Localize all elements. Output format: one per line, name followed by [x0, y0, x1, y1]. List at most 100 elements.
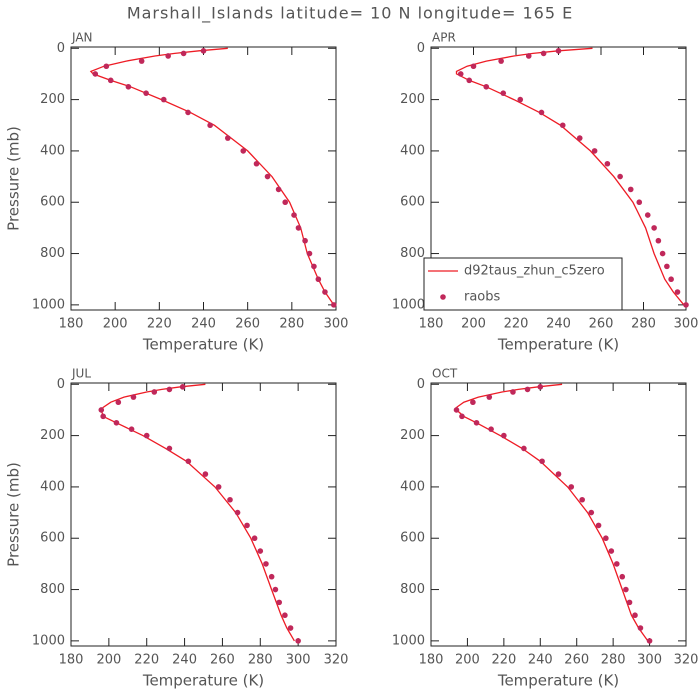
x-tick-label: 320	[674, 653, 699, 668]
x-tick-label: 180	[419, 653, 444, 668]
x-tick-label: 300	[637, 653, 662, 668]
obs-point	[179, 384, 186, 390]
y-tick-label: 1000	[32, 633, 65, 648]
obs-point	[291, 212, 297, 218]
obs-point	[143, 90, 149, 96]
x-tick-label: 260	[589, 317, 614, 332]
obs-point	[617, 173, 623, 180]
obs-point	[244, 522, 250, 529]
y-tick-label: 0	[57, 377, 65, 392]
y-tick-label: 200	[40, 92, 65, 107]
obs-point	[295, 638, 301, 644]
obs-point	[459, 413, 465, 420]
obs-point	[264, 173, 271, 180]
y-tick-label: 1000	[392, 297, 425, 312]
x-tick-label: 260	[564, 653, 589, 668]
obs-point	[185, 109, 191, 116]
x-tick-label: 200	[455, 653, 480, 668]
y-tick-label: 0	[417, 41, 425, 56]
obs-point	[251, 535, 258, 542]
obs-point	[619, 573, 626, 580]
obs-point	[588, 509, 595, 516]
obs-point	[488, 426, 494, 432]
figure-title: Marshall_Islands latitude= 10 N longitud…	[127, 4, 573, 24]
legend-label: d92taus_zhun_c5zero	[464, 264, 605, 279]
obs-point	[268, 573, 275, 580]
obs-point	[282, 612, 288, 619]
obs-point	[453, 407, 460, 413]
obs-point	[227, 496, 233, 503]
y-axis-label: Pressure (mb)	[5, 126, 23, 231]
y-tick-label: 800	[400, 582, 425, 597]
obs-point	[568, 484, 575, 490]
panel: APR 0 200 400 600 800 1000 180 200 220 240 260 280 30…	[392, 31, 699, 354]
obs-point	[282, 199, 289, 206]
obs-point	[125, 83, 132, 90]
obs-point	[257, 548, 264, 554]
obs-point	[322, 289, 328, 295]
obs-point	[295, 225, 302, 231]
obs-point	[115, 399, 122, 406]
panel-label: OCT	[432, 367, 458, 381]
obs-point	[664, 263, 670, 270]
obs-point	[576, 135, 583, 141]
x-tick-label: 280	[248, 653, 273, 668]
obs-point	[510, 389, 516, 395]
legend-marker	[440, 294, 446, 300]
x-tick-label: 240	[172, 653, 197, 668]
y-tick-label: 200	[400, 428, 425, 443]
obs-point	[613, 561, 620, 567]
obs-point	[655, 237, 662, 244]
obs-point	[644, 212, 651, 218]
y-tick-label: 600	[40, 195, 65, 210]
x-tick-label: 200	[461, 317, 486, 332]
obs-point	[207, 122, 213, 129]
obs-point	[311, 263, 317, 270]
obs-point	[107, 77, 114, 84]
obs-point	[646, 638, 653, 644]
obs-point	[470, 399, 476, 406]
obs-point	[539, 458, 545, 465]
obs-point	[180, 50, 187, 57]
y-tick-label: 200	[40, 428, 65, 443]
obs-point	[591, 148, 598, 154]
obs-point	[540, 50, 547, 57]
y-tick-label: 400	[400, 479, 425, 494]
obs-point	[138, 58, 145, 64]
obs-point	[483, 83, 490, 90]
panel: OCT 0 200 400 600 800 1000 180 200 220 240 260 280 30…	[392, 367, 699, 690]
panel: JAN 0 200 400 600 800 1000 180 200 220 240 260 280 30…	[5, 31, 349, 354]
obs-point	[604, 160, 611, 167]
x-tick-label: 260	[235, 317, 260, 332]
obs-point	[330, 302, 337, 308]
model-line	[100, 383, 295, 642]
y-tick-label: 0	[57, 41, 65, 56]
x-axis-label: Temperature (K)	[142, 672, 264, 690]
x-tick-label: 200	[103, 317, 128, 332]
obs-point	[215, 484, 222, 490]
obs-point	[595, 522, 602, 529]
obs-point	[315, 276, 322, 283]
x-tick-label: 280	[631, 317, 656, 332]
y-axis-label: Pressure (mb)	[5, 462, 23, 567]
obs-point	[185, 458, 192, 465]
obs-point	[555, 471, 562, 477]
obs-point	[626, 599, 633, 606]
y-tick-label: 400	[40, 479, 65, 494]
x-tick-label: 180	[59, 653, 84, 668]
obs-point	[457, 71, 464, 77]
obs-point	[103, 63, 110, 70]
x-tick-label: 180	[59, 317, 84, 332]
obs-point	[579, 496, 585, 503]
y-tick-label: 1000	[32, 297, 65, 312]
obs-point	[683, 302, 689, 308]
obs-point	[200, 48, 207, 54]
x-axis-label: Temperature (K)	[142, 336, 264, 354]
obs-point	[263, 561, 269, 567]
obs-point	[143, 432, 150, 439]
y-tick-label: 600	[400, 195, 425, 210]
panel-label: JUL	[71, 367, 91, 381]
x-tick-label: 220	[504, 317, 529, 332]
obs-point	[166, 386, 173, 393]
